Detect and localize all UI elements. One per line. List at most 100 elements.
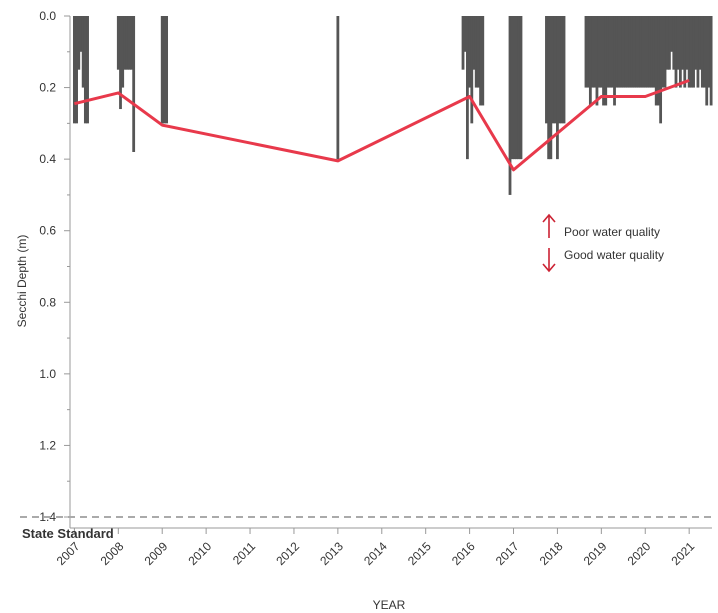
depth-bar <box>621 16 625 88</box>
depth-bar <box>519 16 523 160</box>
depth-bar <box>665 16 669 70</box>
depth-bar <box>689 16 693 88</box>
depth-bar <box>696 16 700 88</box>
depth-bar <box>470 16 474 124</box>
depth-bar <box>700 16 704 88</box>
depth-bar <box>81 16 85 88</box>
x-tick-label: 2020 <box>625 539 654 568</box>
x-tick-label: 2009 <box>142 539 171 568</box>
depth-bar <box>635 16 638 88</box>
depth-bar <box>617 16 621 88</box>
depth-bar <box>606 16 610 88</box>
depth-bar <box>595 16 599 106</box>
depth-bar <box>586 16 590 88</box>
depth-bar <box>646 16 649 88</box>
depth-bar <box>604 16 608 106</box>
depth-bar <box>641 16 645 88</box>
depth-bar <box>602 16 605 106</box>
up-arrow-icon <box>542 213 556 238</box>
depth-bar <box>545 16 548 124</box>
poor-quality-label: Poor water quality <box>564 225 660 239</box>
trend-line-series <box>74 78 690 172</box>
depth-bar <box>562 16 566 124</box>
depth-bar <box>637 16 641 88</box>
depth-bar <box>77 16 81 70</box>
depth-bar <box>132 16 136 152</box>
depth-bar <box>127 16 131 70</box>
depth-bar <box>558 16 562 124</box>
depth-bar <box>628 16 632 88</box>
depth-bar <box>650 16 654 88</box>
depth-bar <box>624 16 627 88</box>
depth-bar <box>599 16 603 88</box>
depth-bar <box>648 16 652 88</box>
y-tick-label: 0.0 <box>39 9 56 23</box>
depth-bar <box>510 16 514 160</box>
y-tick-label: 1.0 <box>39 367 56 381</box>
depth-bar <box>674 16 678 88</box>
depth-bar <box>163 16 166 124</box>
depth-bar <box>657 16 660 106</box>
depth-bar <box>165 16 169 124</box>
depth-bar <box>698 16 702 70</box>
depth-bar <box>560 16 564 124</box>
depth-bar <box>615 16 619 88</box>
depth-bar <box>681 16 684 70</box>
state-standard-label: State Standard <box>22 526 114 541</box>
depth-bar <box>709 16 713 106</box>
depth-bar <box>694 16 698 70</box>
depth-bar <box>553 16 557 124</box>
depth-bar <box>676 16 680 70</box>
depth-bar <box>707 16 711 88</box>
depth-bar <box>121 16 125 88</box>
depth-bar <box>659 16 663 124</box>
depth-bar <box>75 16 78 124</box>
depth-bar <box>86 16 89 124</box>
x-tick-label: 2011 <box>230 539 258 567</box>
depth-bar <box>632 16 636 88</box>
depth-bar <box>683 16 687 88</box>
depth-bar <box>593 16 597 88</box>
x-tick-label: 2018 <box>537 539 566 568</box>
depth-bar <box>508 16 512 195</box>
x-tick-label: 2007 <box>54 539 83 568</box>
depth-bar <box>461 16 465 70</box>
bar-series <box>72 16 713 195</box>
x-tick-label: 2010 <box>185 539 214 568</box>
water-quality-annotation: Poor water quality Good water quality <box>542 213 664 273</box>
depth-bar <box>692 16 695 88</box>
depth-bar <box>591 16 594 88</box>
depth-bar <box>116 16 120 70</box>
depth-bar <box>481 16 485 106</box>
state-standard-reference: State Standard <box>20 516 712 541</box>
depth-bar <box>630 16 634 88</box>
depth-bar <box>549 16 553 160</box>
depth-bar <box>515 16 518 160</box>
x-tick-label: 2021 <box>669 539 698 568</box>
depth-bar <box>556 16 559 160</box>
depth-bar <box>466 16 469 160</box>
depth-bar <box>619 16 623 88</box>
depth-bar <box>512 16 516 160</box>
depth-bar <box>468 16 472 88</box>
depth-bar <box>551 16 555 124</box>
depth-bar <box>584 16 588 88</box>
y-axis-label: Secchi Depth (m) <box>15 235 29 328</box>
depth-bar <box>685 16 689 70</box>
depth-bar <box>610 16 614 88</box>
depth-bar <box>668 16 671 70</box>
depth-bar <box>705 16 709 106</box>
depth-bar <box>336 16 340 160</box>
depth-bar <box>474 16 478 88</box>
depth-bar <box>687 16 691 88</box>
depth-bar <box>479 16 482 106</box>
depth-bar <box>79 16 83 52</box>
depth-bar <box>678 16 682 88</box>
depth-bar <box>643 16 647 88</box>
depth-bar <box>119 16 122 110</box>
depth-bar <box>160 16 164 124</box>
x-axis-label: YEAR <box>373 598 406 612</box>
y-tick-label: 0.8 <box>39 295 56 309</box>
x-tick-label: 2008 <box>98 539 127 568</box>
